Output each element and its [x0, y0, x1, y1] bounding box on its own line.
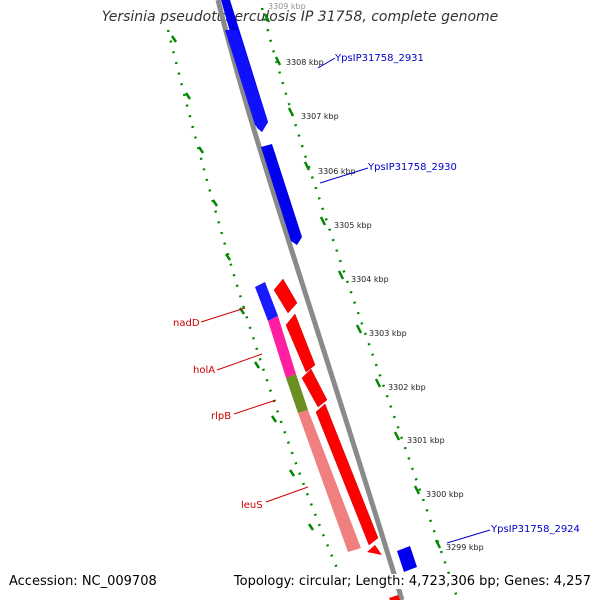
accession-label: Accession: NC_009708 [9, 574, 157, 589]
outer-gene-labels: YpsIP31758_2931 YpsIP31758_2930 YpsIP317… [317, 53, 580, 544]
outer-major-ticks [263, 13, 442, 549]
tick-label: 3305 kbp [334, 221, 372, 230]
inner-gene-labels: nadD holA rlpB leuS [173, 307, 309, 511]
gene-ypsip31758-2924[interactable] [397, 546, 417, 572]
tick-labels: 3309 kbp 3308 kbp 3307 kbp 3306 kbp 3305… [268, 2, 484, 552]
genome-summary: Topology: circular; Length: 4,723,306 bp… [233, 574, 591, 589]
gene-partial-bottom[interactable] [389, 595, 400, 600]
forward-strand-genes [221, 0, 417, 600]
inner-highlighted-genes [255, 282, 361, 552]
gene-ypsip31758-2930[interactable] [261, 144, 302, 245]
red-gene-2[interactable] [285, 313, 316, 373]
gene-nadD[interactable] [255, 282, 278, 321]
reverse-strand-genes [273, 278, 382, 555]
gene-holA[interactable] [268, 316, 296, 378]
inner-major-ticks [170, 35, 315, 531]
tick-label: 3303 kbp [369, 329, 407, 338]
tick-label: 3302 kbp [388, 383, 426, 392]
label-rlpB[interactable]: rlpB [211, 411, 231, 422]
label-ypsip31758-2924[interactable]: YpsIP31758_2924 [490, 524, 580, 535]
tick-label: 3307 kbp [301, 112, 339, 121]
tick-label: 3308 kbp [286, 58, 324, 67]
label-leuS[interactable]: leuS [241, 500, 263, 511]
tick-label: 3299 kbp [446, 543, 484, 552]
red-gene-4[interactable] [315, 403, 379, 546]
tick-label: 3304 kbp [351, 275, 389, 284]
tick-label: 3300 kbp [426, 490, 464, 499]
tick-label: 3306 kbp [318, 167, 356, 176]
gene-rlpB[interactable] [286, 374, 308, 413]
tick-label: 3309 kbp [268, 2, 306, 11]
label-nadD[interactable]: nadD [173, 318, 200, 329]
label-ypsip31758-2930[interactable]: YpsIP31758_2930 [367, 162, 457, 173]
label-ypsip31758-2931[interactable]: YpsIP31758_2931 [334, 53, 424, 64]
gene-leuS[interactable] [298, 410, 361, 552]
red-gene-3[interactable] [301, 368, 328, 408]
genome-backbone [215, 0, 405, 600]
map-title: Yersinia pseudotuberculosis IP 31758, co… [101, 9, 499, 25]
tick-label: 3301 kbp [407, 436, 445, 445]
red-gene-5[interactable] [367, 545, 382, 555]
label-holA[interactable]: holA [193, 365, 215, 376]
red-gene-1[interactable] [273, 278, 298, 314]
gene-arrow-top-left[interactable] [225, 30, 268, 132]
